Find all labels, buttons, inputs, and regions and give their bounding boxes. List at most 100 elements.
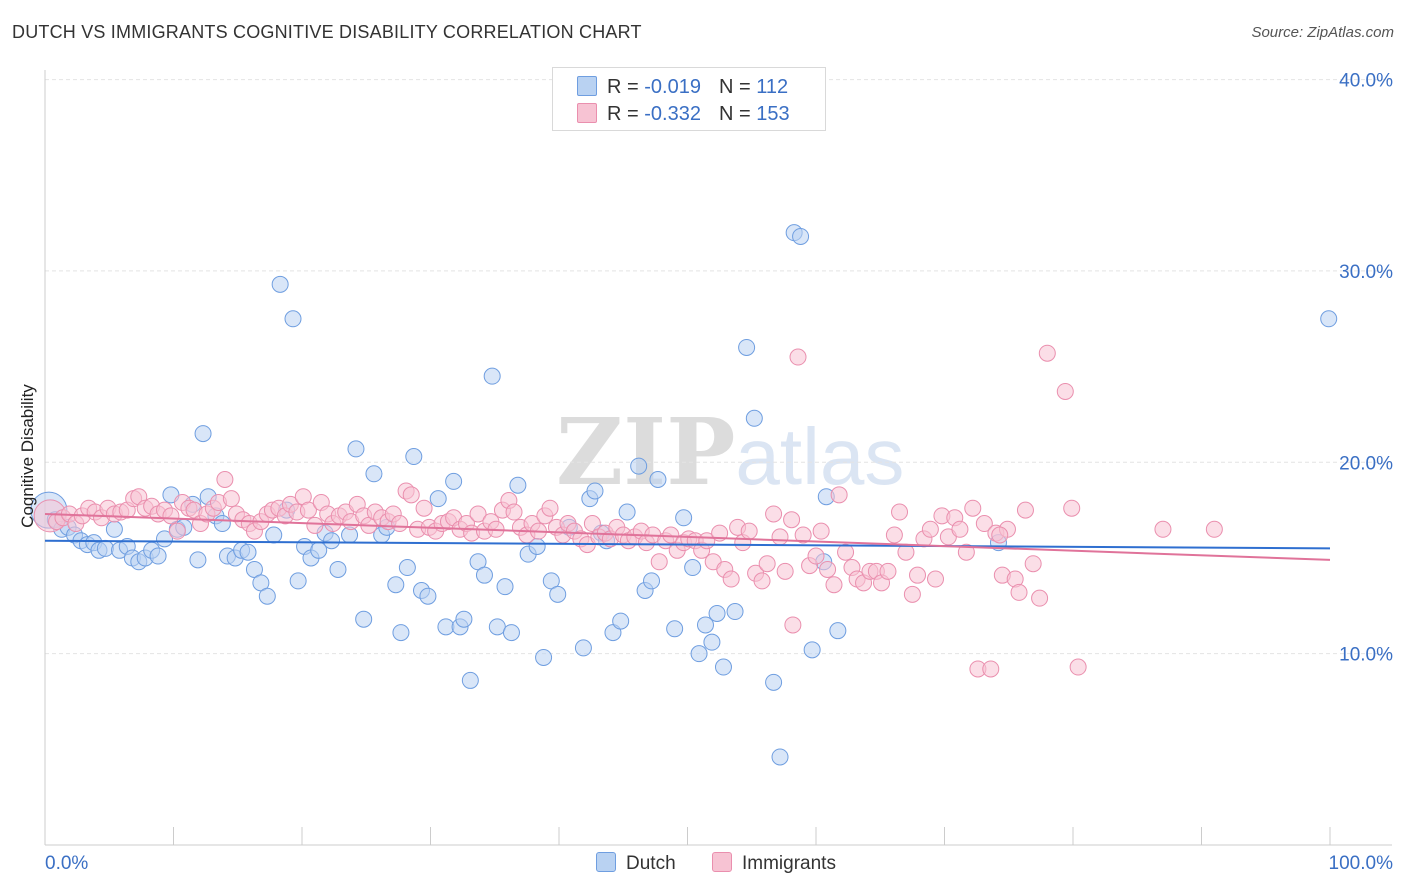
dutch-r-value: -0.019 xyxy=(644,76,701,98)
dutch-point-105 xyxy=(803,641,821,659)
immigrants-point-125 xyxy=(794,526,812,544)
dutch-point-10 xyxy=(96,539,114,557)
y-tick-label-2: 20.0% xyxy=(1339,453,1393,474)
immigrants-point-140 xyxy=(885,526,903,544)
x-tick-label-max: 100.0% xyxy=(1329,853,1394,874)
immigrants-point-147 xyxy=(927,570,945,588)
immigrants-point-124 xyxy=(789,348,807,366)
dutch-point-53 xyxy=(387,576,405,594)
dutch-point-54 xyxy=(392,624,410,642)
dutch-point-18 xyxy=(149,547,167,565)
immigrants-point-123 xyxy=(783,511,801,529)
chart-title: DUTCH VS IMMIGRANTS COGNITIVE DISABILITY… xyxy=(12,22,642,42)
dutch-point-11 xyxy=(105,520,123,538)
dutch-point-25 xyxy=(194,425,212,443)
immigrants-point-113 xyxy=(722,570,740,588)
immigrants-n-value: 153 xyxy=(756,103,790,125)
immigrants-point-44 xyxy=(306,516,324,534)
dutch-point-93 xyxy=(690,645,708,663)
x-tick-label-min: 0.0% xyxy=(45,853,88,874)
dutch-point-45 xyxy=(323,532,341,550)
immigrants-point-121 xyxy=(771,528,789,546)
dutch-point-100 xyxy=(745,409,763,427)
immigrants-point-119 xyxy=(758,555,776,573)
bottom-legend-immigrants: Immigrants xyxy=(712,852,836,875)
dutch-point-56 xyxy=(405,448,423,466)
dutch-point-36 xyxy=(265,526,283,544)
chart-source: Source: ZipAtlas.com xyxy=(1251,24,1394,41)
immigrants-point-164 xyxy=(1038,344,1056,362)
dutch-point-46 xyxy=(329,560,347,578)
immigrants-point-128 xyxy=(812,522,830,540)
immigrants-point-116 xyxy=(740,522,758,540)
dutch-point-63 xyxy=(455,610,473,628)
dutch-point-94 xyxy=(696,616,714,634)
dutch-point-28 xyxy=(213,515,231,533)
immigrants-point-83 xyxy=(541,499,559,517)
immigrants-point-130 xyxy=(825,576,843,594)
dutch-point-101 xyxy=(765,673,783,691)
immigrants-point-122 xyxy=(776,562,794,580)
immigrants-point-20 xyxy=(162,507,180,525)
dutch-point-60 xyxy=(437,618,455,636)
dutch-point-35 xyxy=(258,587,276,605)
immigrants-point-21 xyxy=(168,522,186,540)
dutch-point-104 xyxy=(792,227,810,245)
immigrants-point-118 xyxy=(753,572,771,590)
dutch-point-108 xyxy=(829,622,847,640)
dutch-point-89 xyxy=(649,471,667,489)
legend-row-dutch: R = -0.019 N = 112 xyxy=(577,76,788,98)
dutch-point-88 xyxy=(643,572,661,590)
dutch-point-91 xyxy=(675,509,693,527)
dutch-point-61 xyxy=(445,472,463,490)
immigrants-point-77 xyxy=(505,503,523,521)
immigrants-point-161 xyxy=(1016,501,1034,519)
immigrants-point-163 xyxy=(1031,589,1049,607)
y-axis-label: Cognitive Disability xyxy=(18,384,37,528)
dutch-point-39 xyxy=(284,310,302,328)
immigrants-point-43 xyxy=(299,501,317,519)
immigrants-point-144 xyxy=(909,566,927,584)
dutch-point-59 xyxy=(429,490,447,508)
dutch-point-37 xyxy=(271,275,289,293)
dutch-point-80 xyxy=(586,482,604,500)
immigrants-point-156 xyxy=(982,660,1000,678)
immigrants-point-60 xyxy=(402,486,420,504)
dutch-point-19 xyxy=(156,530,174,548)
immigrants-point-146 xyxy=(921,520,939,538)
dutch-point-49 xyxy=(355,610,373,628)
dutch-point-90 xyxy=(666,620,684,638)
dutch-point-99 xyxy=(738,338,756,356)
dutch-point-58 xyxy=(419,587,437,605)
immigrants-point-71 xyxy=(469,505,487,523)
immigrants-point-170 xyxy=(991,526,1009,544)
immigrants-point-172 xyxy=(784,616,802,634)
y-tick-label-1: 10.0% xyxy=(1339,645,1393,666)
correlation-legend: R = -0.019 N = 112 R = -0.332 N = 153 xyxy=(552,67,826,131)
dutch-point-92 xyxy=(684,559,702,577)
immigrants-point-171 xyxy=(1010,583,1028,601)
watermark: ZIPatlas xyxy=(556,398,905,506)
dutch-point-70 xyxy=(502,624,520,642)
dutch-point-68 xyxy=(488,618,506,636)
immigrants-point-58 xyxy=(391,515,409,533)
y-tick-label-4: 40.0% xyxy=(1339,71,1393,92)
immigrants-point-168 xyxy=(1154,520,1172,538)
dutch-point-50 xyxy=(365,465,383,483)
dutch-point-110 xyxy=(1320,310,1338,328)
immigrants-point-169 xyxy=(1205,520,1223,538)
dutch-point-55 xyxy=(398,559,416,577)
dutch-point-69 xyxy=(496,578,514,596)
immigrants-point-103 xyxy=(662,526,680,544)
immigrants-point-141 xyxy=(891,503,909,521)
dutch-point-85 xyxy=(618,503,636,521)
immigrants-point-165 xyxy=(1056,382,1074,400)
dutch-point-48 xyxy=(347,440,365,458)
dutch-point-40 xyxy=(289,572,307,590)
dutch-point-24 xyxy=(189,551,207,569)
immigrants-point-139 xyxy=(879,562,897,580)
immigrants-point-129 xyxy=(819,560,837,578)
dutch-point-32 xyxy=(239,543,257,561)
immigrants-point-153 xyxy=(964,499,982,517)
dutch-point-96 xyxy=(708,604,726,622)
